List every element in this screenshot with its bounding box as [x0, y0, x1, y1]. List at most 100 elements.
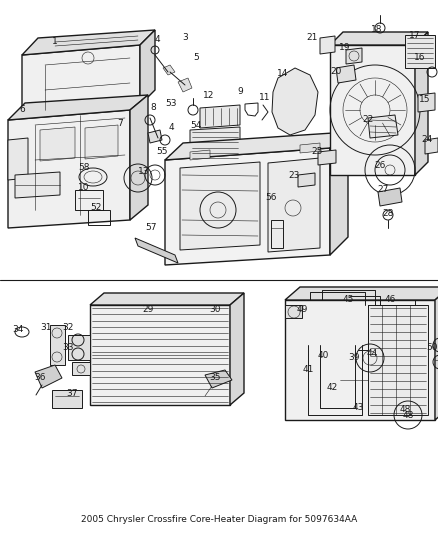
Text: 26: 26: [374, 160, 386, 169]
Bar: [75, 190, 103, 210]
Polygon shape: [285, 287, 438, 300]
Text: 48: 48: [403, 410, 413, 419]
Polygon shape: [90, 293, 244, 305]
Polygon shape: [435, 287, 438, 420]
Text: 12: 12: [203, 92, 215, 101]
Text: 35: 35: [209, 374, 221, 383]
Text: 21: 21: [306, 34, 318, 43]
Text: 54: 54: [191, 122, 201, 131]
Text: 44: 44: [366, 350, 378, 359]
Polygon shape: [298, 173, 315, 187]
Polygon shape: [368, 305, 428, 415]
Polygon shape: [405, 35, 435, 68]
Polygon shape: [165, 132, 348, 160]
Polygon shape: [90, 305, 230, 405]
Text: 30: 30: [209, 305, 221, 314]
Polygon shape: [368, 115, 398, 138]
Text: 7: 7: [117, 119, 123, 128]
Polygon shape: [415, 32, 428, 175]
Polygon shape: [165, 152, 205, 175]
Text: 15: 15: [419, 95, 431, 104]
Text: 22: 22: [362, 116, 374, 125]
Polygon shape: [320, 36, 335, 54]
Text: 49: 49: [297, 305, 307, 314]
Text: 57: 57: [145, 223, 157, 232]
Bar: [271, 220, 283, 248]
Polygon shape: [8, 95, 148, 120]
Text: 27: 27: [377, 185, 389, 195]
Text: 31: 31: [40, 324, 52, 333]
Polygon shape: [22, 45, 140, 115]
Polygon shape: [163, 65, 175, 75]
Text: 8: 8: [150, 103, 156, 112]
Text: 10: 10: [78, 183, 90, 192]
Text: 52: 52: [90, 203, 102, 212]
Bar: [88, 210, 110, 225]
Polygon shape: [346, 48, 362, 64]
Polygon shape: [135, 238, 178, 263]
Polygon shape: [72, 362, 90, 375]
Text: 14: 14: [277, 69, 289, 78]
Text: 19: 19: [339, 43, 351, 52]
Polygon shape: [35, 365, 62, 388]
Text: 42: 42: [326, 384, 338, 392]
Text: 17: 17: [409, 31, 421, 41]
Text: 1: 1: [52, 37, 58, 46]
Text: 25: 25: [311, 148, 323, 157]
Text: 5: 5: [193, 53, 199, 62]
Polygon shape: [418, 93, 435, 112]
Polygon shape: [268, 158, 320, 252]
Polygon shape: [178, 78, 192, 92]
Text: 16: 16: [414, 53, 426, 62]
Text: 23: 23: [288, 171, 300, 180]
Text: 45: 45: [343, 295, 354, 304]
Text: 39: 39: [348, 353, 360, 362]
Text: 40: 40: [317, 351, 328, 359]
Polygon shape: [272, 68, 318, 135]
Text: 28: 28: [382, 208, 394, 217]
Polygon shape: [180, 162, 260, 250]
Polygon shape: [40, 127, 75, 161]
Text: 13: 13: [138, 167, 150, 176]
Text: 50: 50: [426, 343, 438, 352]
Text: 3: 3: [182, 34, 188, 43]
Text: 32: 32: [62, 324, 74, 333]
Text: 41: 41: [302, 366, 314, 375]
Text: 36: 36: [34, 374, 46, 383]
Polygon shape: [165, 148, 330, 265]
Text: 24: 24: [421, 135, 433, 144]
Polygon shape: [300, 143, 320, 153]
Polygon shape: [285, 305, 302, 318]
Polygon shape: [330, 45, 415, 175]
Text: 29: 29: [142, 305, 154, 314]
Text: 55: 55: [156, 148, 168, 157]
Polygon shape: [330, 132, 348, 255]
Polygon shape: [85, 125, 118, 159]
Text: 48: 48: [399, 406, 411, 415]
Polygon shape: [130, 95, 148, 220]
Polygon shape: [28, 105, 50, 118]
Polygon shape: [22, 30, 155, 55]
Text: 9: 9: [237, 87, 243, 96]
Text: 33: 33: [62, 343, 74, 352]
Polygon shape: [285, 300, 435, 420]
Polygon shape: [425, 138, 438, 154]
Polygon shape: [378, 188, 402, 206]
Polygon shape: [336, 65, 356, 83]
Polygon shape: [200, 105, 240, 128]
Polygon shape: [15, 172, 60, 198]
Text: 34: 34: [12, 326, 24, 335]
Text: 46: 46: [384, 295, 396, 304]
Polygon shape: [8, 110, 130, 228]
Text: 37: 37: [66, 390, 78, 399]
Polygon shape: [8, 138, 28, 180]
Text: 6: 6: [19, 106, 25, 115]
Text: 18: 18: [371, 26, 383, 35]
Text: 56: 56: [265, 193, 277, 203]
Polygon shape: [318, 150, 336, 165]
Polygon shape: [190, 127, 240, 163]
Text: 2005 Chrysler Crossfire Core-Heater Diagram for 5097634AA: 2005 Chrysler Crossfire Core-Heater Diag…: [81, 515, 357, 524]
Text: 4: 4: [168, 124, 174, 133]
Text: 11: 11: [259, 93, 271, 101]
Text: 58: 58: [78, 164, 90, 173]
